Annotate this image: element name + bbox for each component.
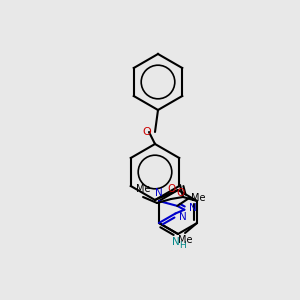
Text: Me: Me <box>136 184 150 194</box>
Text: N: N <box>172 237 180 247</box>
Text: H: H <box>178 241 185 250</box>
Text: N: N <box>179 212 187 221</box>
Text: N: N <box>155 188 163 198</box>
Text: O: O <box>142 127 152 137</box>
Text: Me: Me <box>191 193 206 203</box>
Text: N: N <box>189 203 197 213</box>
Text: O: O <box>176 188 184 198</box>
Text: Me: Me <box>178 235 192 245</box>
Text: O: O <box>167 184 175 194</box>
